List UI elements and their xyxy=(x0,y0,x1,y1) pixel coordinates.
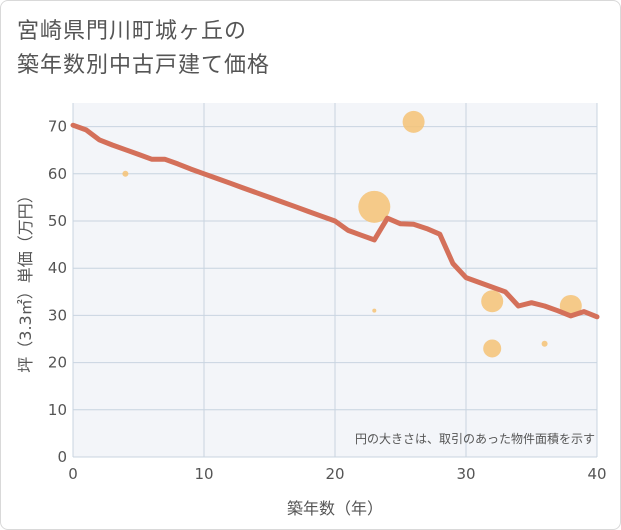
y-tick-label: 70 xyxy=(48,118,67,136)
y-tick-label: 50 xyxy=(48,212,67,230)
x-tick-label: 20 xyxy=(325,465,344,483)
x-tick-label: 10 xyxy=(194,465,213,483)
bubble-point xyxy=(122,170,129,177)
y-tick-label: 20 xyxy=(48,354,67,372)
bubble-point xyxy=(358,190,391,223)
bubble-point xyxy=(481,290,504,313)
y-tick-label: 0 xyxy=(57,448,67,466)
title-line-1: 宮崎県門川町城ヶ丘の xyxy=(17,19,248,44)
x-tick-label: 40 xyxy=(587,465,606,483)
axis-ticks: 0 10 20 30 40 0 10 20 30 40 50 60 70 xyxy=(48,118,607,483)
y-tick-label: 30 xyxy=(48,306,67,324)
x-tick-label: 0 xyxy=(68,465,78,483)
bubble-point xyxy=(541,340,548,347)
y-axis-title: 坪（3.3㎡）単価（万円） xyxy=(16,187,35,372)
bubble-series xyxy=(122,110,582,358)
title-line-2: 築年数別中古戸建て価格 xyxy=(17,53,271,78)
x-axis-title: 築年数（年） xyxy=(287,499,383,518)
chart-title: 宮崎県門川町城ヶ丘の 築年数別中古戸建て価格 xyxy=(17,15,270,83)
y-tick-label: 10 xyxy=(48,401,67,419)
trend-line xyxy=(70,122,600,320)
bubble-point xyxy=(372,308,377,313)
bubble-point xyxy=(483,339,502,358)
x-tick-label: 30 xyxy=(456,465,475,483)
bubble-size-note: 円の大きさは、取引のあった物件面積を示す xyxy=(355,431,595,446)
y-tick-label: 40 xyxy=(48,259,67,277)
y-tick-label: 60 xyxy=(48,165,67,183)
bubble-point xyxy=(402,110,425,133)
